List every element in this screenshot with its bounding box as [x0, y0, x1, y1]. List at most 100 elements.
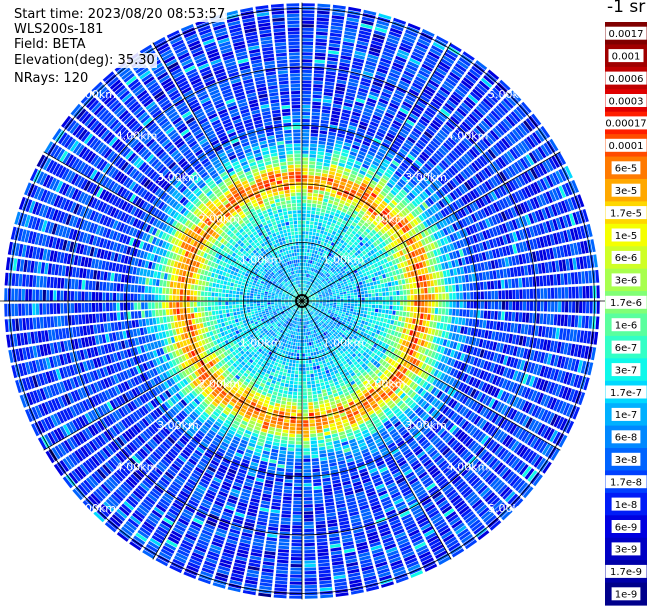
gate-cell: [344, 329, 349, 334]
gate-cell: [410, 54, 423, 63]
gate-cell: [473, 444, 482, 454]
gate-cell: [394, 474, 404, 481]
gate-cell: [329, 167, 337, 172]
gate-cell: [324, 309, 328, 312]
gate-cell: [455, 416, 464, 426]
gate-cell: [441, 530, 453, 540]
gate-cell: [317, 10, 330, 15]
gate-cell: [508, 301, 513, 310]
gate-cell: [372, 211, 379, 217]
gate-cell: [359, 252, 364, 258]
gate-cell: [411, 200, 418, 208]
gate-cell: [302, 55, 313, 59]
gate-cell: [520, 122, 530, 134]
gate-cell: [316, 289, 320, 293]
gate-cell: [377, 205, 383, 212]
gate-cell: [384, 362, 390, 369]
gate-cell: [421, 63, 433, 72]
gate-cell: [410, 460, 420, 468]
gate-cell: [377, 371, 383, 377]
gate-cell: [392, 395, 399, 402]
gate-cell: [484, 151, 494, 161]
gate-cell: [312, 101, 321, 106]
gate-cell: [379, 373, 386, 380]
gate-cell: [341, 220, 347, 225]
gate-cell: [401, 255, 406, 262]
gate-cell: [533, 437, 542, 450]
gate-cell: [545, 159, 554, 172]
gate-cell: [514, 126, 525, 138]
gate-cell: [448, 308, 453, 316]
gate-cell: [375, 408, 383, 415]
gate-cell: [323, 355, 328, 360]
gate-cell: [461, 420, 470, 430]
gate-cell: [361, 144, 369, 150]
gate-cell: [385, 195, 393, 201]
gate-cell: [428, 395, 435, 404]
gate-cell: [314, 312, 318, 316]
gate-cell: [391, 65, 403, 73]
gate-cell: [373, 281, 377, 285]
gate-cell: [343, 303, 347, 306]
gate-cell: [405, 95, 416, 103]
gate-cell: [354, 377, 360, 383]
gate-cell: [335, 280, 339, 284]
gate-cell: [566, 343, 572, 356]
gate-cell: [487, 69, 500, 80]
gate-cell: [501, 332, 506, 342]
gate-cell: [347, 303, 351, 306]
gate-cell: [425, 274, 430, 281]
gate-cell: [366, 334, 371, 339]
gate-cell: [352, 286, 357, 290]
gate-cell: [488, 250, 494, 260]
gate-cell: [528, 152, 538, 164]
gate-cell: [437, 64, 449, 73]
gate-cell: [310, 133, 318, 137]
gate-cell: [435, 35, 449, 45]
gate-cell: [407, 272, 412, 278]
gate-cell: [334, 198, 340, 203]
gate-cell: [332, 407, 338, 413]
gate-cell: [315, 211, 320, 215]
gate-cell: [372, 33, 385, 40]
gate-cell: [346, 334, 350, 338]
gate-cell: [312, 250, 315, 254]
gate-cell: [402, 311, 407, 317]
gate-cell: [343, 38, 355, 43]
gate-cell: [438, 460, 448, 469]
gate-cell: [427, 186, 435, 194]
gate-cell: [417, 97, 428, 106]
gate-cell: [305, 288, 308, 292]
gate-cell: [347, 324, 352, 329]
gate-cell: [414, 198, 421, 205]
gate-cell: [431, 294, 435, 300]
gate-cell: [323, 231, 328, 236]
gate-cell: [420, 313, 424, 319]
gate-cell: [375, 301, 379, 305]
gate-cell: [379, 352, 384, 358]
gate-cell: [398, 426, 406, 434]
gate-cell: [400, 415, 408, 423]
gate-cell: [472, 479, 483, 490]
gate-cell: [537, 408, 546, 420]
gate-cell: [319, 268, 323, 272]
gate-cell: [374, 333, 379, 339]
gate-cell: [308, 297, 312, 299]
gate-cell: [516, 347, 522, 357]
gate-cell: [304, 280, 307, 284]
gate-cell: [452, 301, 456, 308]
gate-cell: [413, 187, 421, 195]
gate-cell: [458, 483, 469, 493]
gate-cell: [333, 304, 337, 307]
gate-cell: [525, 402, 533, 414]
gate-cell: [469, 235, 475, 245]
gate-cell: [329, 352, 334, 357]
gate-cell: [522, 156, 532, 168]
gate-cell: [449, 43, 462, 53]
gate-cell: [360, 331, 365, 336]
gate-cell: [471, 273, 476, 282]
gate-cell: [415, 352, 421, 359]
gate-cell: [350, 290, 354, 293]
gate-cell: [350, 363, 355, 369]
gate-cell: [337, 255, 342, 259]
